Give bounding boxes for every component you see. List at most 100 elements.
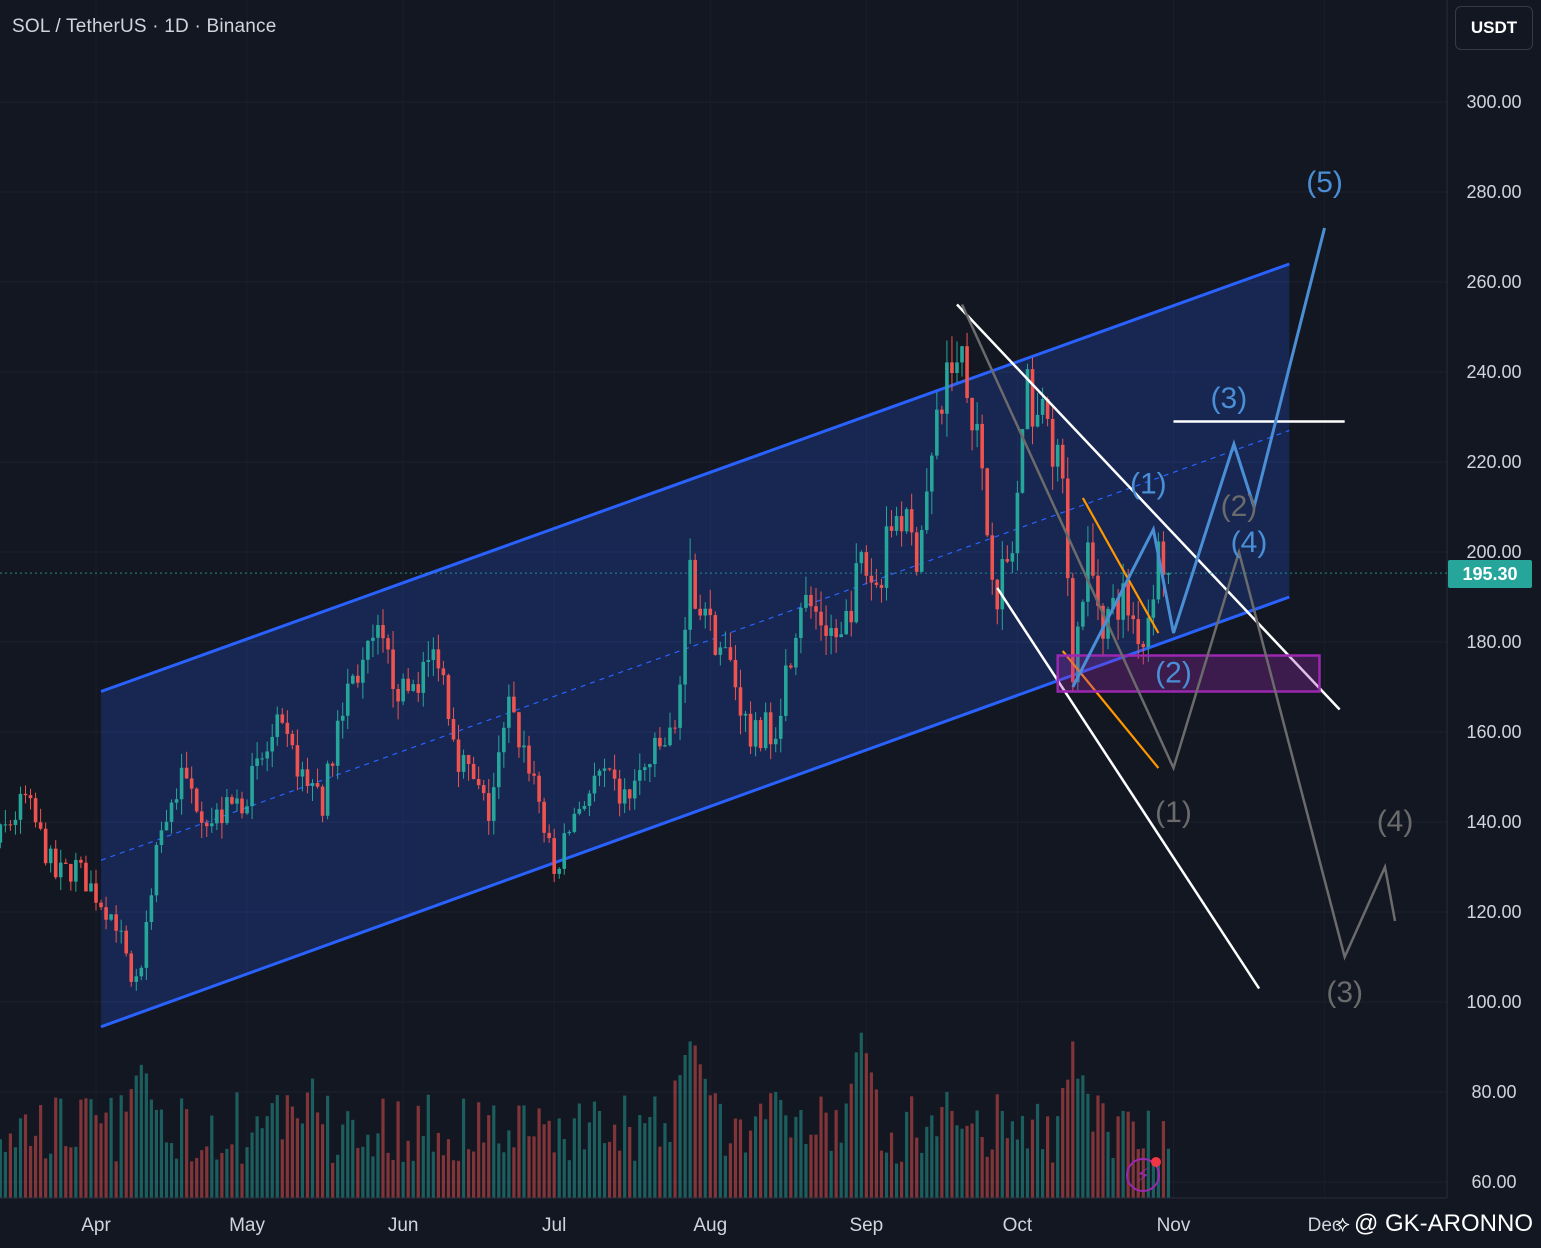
volume-bar [975,1110,979,1198]
candle-body [577,808,582,814]
volume-bar [44,1158,48,1198]
volume-bar [361,1146,365,1198]
price-tick-label: 280.00 [1466,182,1521,202]
volume-bar [1061,1087,1065,1198]
candle-body [335,720,340,766]
candle-body [904,509,909,532]
candle-body [814,606,818,612]
candle-body [512,696,516,713]
notification-dot [1151,1157,1161,1167]
volume-bar [713,1093,717,1198]
candle-body [537,775,541,802]
candle-body [1111,597,1115,609]
volume-bar [950,1110,954,1198]
candle-body [159,830,164,846]
volume-bar [84,1098,88,1198]
volume-bar [607,1141,612,1198]
volume-bar [1071,1041,1075,1198]
candle-body [340,715,345,721]
volume-bar [879,1150,884,1198]
candle-body [23,793,28,796]
volume-bar [1005,1138,1009,1198]
candle-body [804,594,808,608]
symbol-title[interactable]: SOL / TetherUS · 1D · Binance [12,16,277,37]
candle-body [894,516,899,531]
lightning-icon[interactable]: ⚡ [1126,1157,1161,1192]
volume-bar [1010,1121,1014,1198]
volume-bar [300,1123,305,1198]
candle-body [300,769,305,777]
candle-body [1151,599,1156,618]
candle-body [1156,541,1161,600]
candle-body [134,976,139,982]
volume-bar [356,1147,360,1198]
candle-body [114,914,118,931]
candle-body [371,637,375,641]
volume-bar [0,1139,2,1198]
volume-bar [436,1132,440,1198]
volume-bar [869,1072,873,1198]
candle-body [1020,429,1025,493]
volume-bar [638,1115,642,1198]
candle-body [789,665,793,668]
volume-bar [517,1105,521,1198]
candle-body [1045,398,1050,419]
volume-bar [235,1092,239,1198]
volume-bar [391,1159,395,1198]
candle-body [421,661,426,693]
wave-labels: (5)(3)(1)(4)(2)(2)(1) (4)(3) [1130,166,1413,1009]
candle-body [285,722,290,734]
candle-body [275,714,280,737]
candle-body [1101,605,1105,639]
candle-body [48,848,53,864]
volume-bar [250,1132,254,1198]
volume-bar [74,1146,78,1198]
candle-body [1030,369,1035,427]
volume-bar [295,1118,299,1198]
volume-bar [331,1162,335,1198]
support-zone-box [1056,654,1321,693]
volume-bar [139,1064,143,1198]
volume-bar [1056,1116,1060,1198]
candle-body [643,767,647,771]
price-tick-label: 300.00 [1466,92,1521,112]
currency-button[interactable]: USDT [1455,6,1533,50]
volume-bar [386,1152,390,1198]
candle-body [491,787,496,821]
candle-body [622,789,627,804]
volume-bar [910,1096,914,1198]
volume-bar [215,1159,219,1198]
volume-bar [260,1128,264,1198]
volume-bar [270,1103,274,1198]
volume-bar [346,1111,350,1198]
volume-bar [990,1149,994,1198]
candle-body [1015,492,1020,554]
volume-bar [925,1126,929,1198]
volume-bar [663,1123,667,1198]
volume-bar [1146,1110,1150,1198]
volume-bar [320,1124,325,1198]
volume-bar [230,1144,234,1198]
candle-body [758,720,763,749]
volume-bar [220,1153,224,1198]
candle-body [1000,559,1005,610]
candle-body [411,684,416,691]
candle-body [1166,573,1171,575]
volume-bar [441,1155,446,1198]
bearish-wave-path [960,303,1397,961]
volume-bar [905,1111,909,1198]
candle-body [436,649,441,669]
volume-bar [411,1160,415,1198]
volume-bar [456,1160,461,1198]
wave-label: (4) [1231,526,1268,559]
volume-bar [623,1095,627,1198]
candle-body [210,823,214,827]
candle-body [63,862,68,864]
candle-body [783,665,788,716]
descending-channel [956,303,1345,990]
candle-body [914,532,919,572]
wave-projections [960,227,1397,961]
volume-bar [597,1110,602,1198]
volume-bar [784,1115,788,1198]
